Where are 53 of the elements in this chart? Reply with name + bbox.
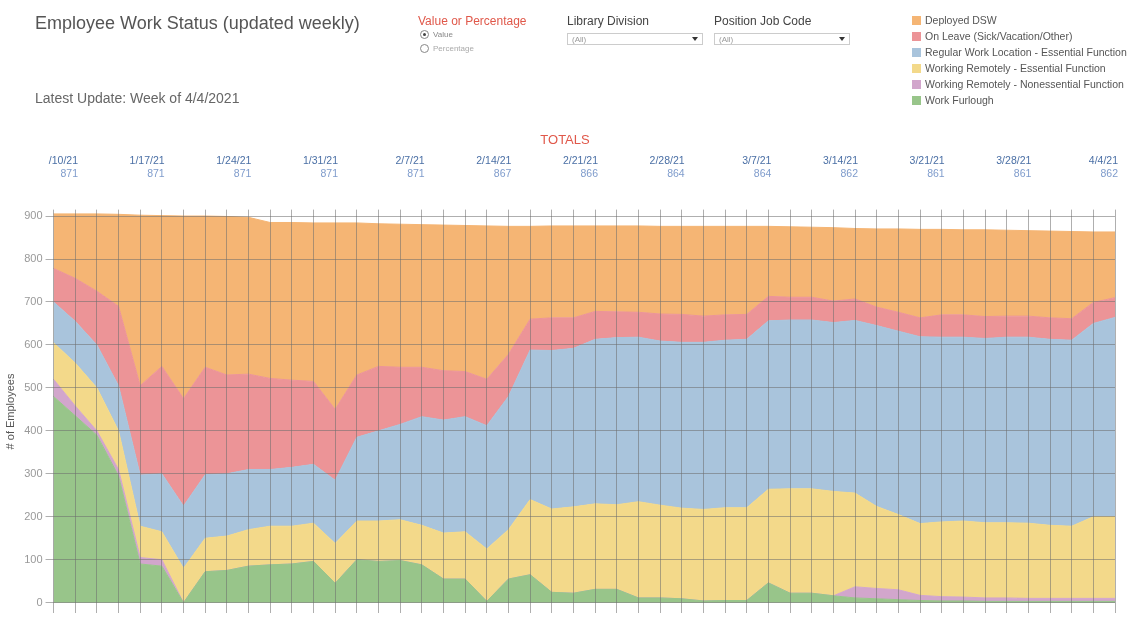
text: 1/17/21 <box>128 154 165 167</box>
dropdown-field: (All) <box>567 33 703 45</box>
y-tick-label: 300 <box>24 466 43 479</box>
text: 3/7/21 <box>741 154 772 167</box>
text: 861 <box>1012 167 1032 180</box>
text: /10/21 <box>47 154 78 167</box>
y-tick-label: 900 <box>24 209 43 222</box>
text: 867 <box>492 167 512 180</box>
text: Library Division <box>567 14 650 28</box>
text: 1/31/21 <box>301 154 338 167</box>
legend-label: Working Remotely - Nonessential Function <box>925 77 1124 92</box>
legend-label: Regular Work Location - Essential Function <box>925 45 1127 60</box>
text: Position Job Code <box>714 14 812 28</box>
text: 2/7/21 <box>394 154 425 167</box>
text: 3/14/21 <box>821 154 858 167</box>
text: TOTALS <box>539 132 591 147</box>
text: Value or Percentage <box>418 14 527 28</box>
text: 4/4/21 <box>1087 154 1118 167</box>
text: 2/21/21 <box>561 154 598 167</box>
y-tick-label: 800 <box>24 252 43 265</box>
y-tick-label: 200 <box>24 509 43 522</box>
chart-title: Employee Work Status (updated weekly) <box>35 13 360 34</box>
legend-label: Work Furlough <box>925 93 994 108</box>
legend-label: Deployed DSW <box>925 13 997 28</box>
y-tick-label: 100 <box>24 552 43 565</box>
text: Value <box>433 30 453 39</box>
text: 2/28/21 <box>648 154 685 167</box>
text: 2/14/21 <box>475 154 512 167</box>
text: 861 <box>926 167 945 180</box>
text: 862 <box>839 167 858 180</box>
text: 862 <box>1099 167 1118 180</box>
text: 871 <box>406 167 425 180</box>
text: 1/24/21 <box>215 154 252 167</box>
y-tick-label: 0 <box>36 595 43 608</box>
chart-subtitle: Latest Update: Week of 4/4/2021 <box>35 90 240 106</box>
text: 864 <box>752 167 772 180</box>
text: 866 <box>579 167 598 180</box>
y-tick-label: 400 <box>24 423 43 436</box>
y-axis-title: # of Employees <box>3 373 16 450</box>
text: 871 <box>59 167 78 180</box>
text: Percentage <box>433 44 474 53</box>
text: 3/21/21 <box>908 154 945 167</box>
legend-label: On Leave (Sick/Vacation/Other) <box>925 29 1073 44</box>
text: 871 <box>146 167 165 180</box>
y-tick-label: 700 <box>24 294 43 307</box>
y-tick-label: 600 <box>24 337 43 350</box>
dropdown-field: (All) <box>714 33 850 45</box>
legend-label: Working Remotely - Essential Function <box>925 61 1106 76</box>
y-tick-label: 500 <box>24 380 43 393</box>
text: 871 <box>232 167 252 180</box>
text: 864 <box>666 167 685 180</box>
text: 871 <box>319 167 338 180</box>
text: 3/28/21 <box>995 154 1032 167</box>
